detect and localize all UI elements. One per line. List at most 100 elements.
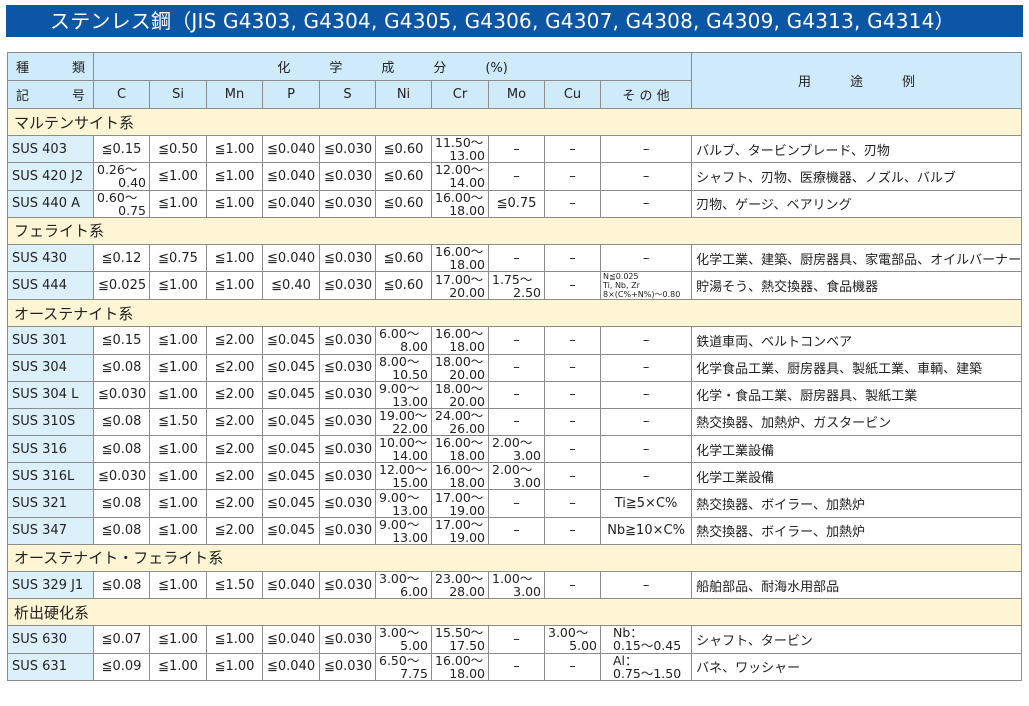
composition-value: ≦0.40	[262, 271, 320, 301]
range-value: 3.00〜 6.00	[375, 570, 432, 600]
range-max: 3.00	[513, 584, 541, 599]
steel-grade: SUS 420 J2	[7, 162, 94, 191]
steel-grade: SUS 440 A	[7, 189, 94, 218]
range-max: 0.75	[118, 202, 146, 218]
composition-value: ≦0.045	[262, 380, 320, 409]
range-max: 18.00	[449, 448, 485, 463]
range-max: 5.00	[569, 638, 597, 654]
use-example: 化学工業設備	[691, 435, 1022, 464]
composition-value: ≦1.00	[149, 462, 207, 491]
composition-value: ≦0.030	[319, 162, 376, 191]
composition-value: ≦0.030	[319, 380, 376, 409]
range-max: 19.00	[449, 502, 485, 518]
other-line: Ti, Nb, Zr	[603, 281, 640, 291]
composition-value: ≦1.00	[149, 380, 207, 409]
other-elements: –	[599, 353, 693, 382]
steel-grade: SUS 301	[7, 326, 94, 355]
composition-value: ≦0.08	[93, 435, 150, 464]
composition-value: ≦0.60	[375, 189, 432, 218]
composition-value: ≦1.00	[206, 189, 263, 218]
steel-grade: SUS 430	[7, 243, 94, 273]
group-label: オーステナイト・フェライト系	[7, 543, 1022, 573]
group-label: 析出硬化系	[7, 598, 1022, 627]
range-value: 1.75〜 2.50	[488, 271, 545, 301]
range-min: 9.00〜	[379, 381, 420, 396]
range-min: 16.00〜	[435, 326, 484, 342]
composition-value: ≦0.030	[319, 516, 376, 545]
table-row: SUS 347 ≦0.08 ≦1.00 ≦2.00 ≦0.045 ≦0.030 9.00〜 1…	[7, 516, 1022, 545]
use-example: 熱交換器、ボイラー、加熱炉	[691, 516, 1022, 545]
composition-value: ≦2.00	[206, 489, 263, 518]
composition-value: –	[488, 625, 545, 654]
composition-value: ≦0.045	[262, 435, 320, 464]
use-example: 熱交換器、加熱炉、ガスタービン	[691, 407, 1022, 437]
table-row: SUS 304 L ≦0.030 ≦1.00 ≦2.00 ≦0.045 ≦0.030 9.0…	[7, 380, 1022, 409]
composition-value: ≦0.030	[319, 353, 376, 382]
other-line: 0.15〜0.45	[613, 638, 682, 654]
header-row-2: 記号 C Si Mn P S Ni Cr Mo Cu そ の 他	[7, 80, 1022, 109]
range-max: 18.00	[449, 202, 485, 218]
range-min: 8.00〜	[379, 354, 420, 369]
range-max: 20.00	[449, 393, 485, 409]
composition-value: –	[488, 326, 545, 355]
other-elements: –	[599, 135, 693, 164]
composition-value: ≦0.15	[93, 135, 150, 164]
range-max: 13.00	[392, 529, 428, 545]
use-example: シャフト、タービン	[691, 625, 1022, 654]
composition-value: ≦0.08	[93, 570, 150, 600]
composition-value: ≦0.045	[262, 326, 320, 355]
composition-value: ≦1.00	[149, 652, 207, 681]
composition-value: –	[488, 243, 545, 273]
range-min: 17.00〜	[435, 489, 484, 505]
range-max: 2.50	[513, 284, 541, 300]
steel-grade: SUS 310S	[7, 407, 94, 437]
other-elements: –	[599, 570, 693, 600]
composition-value: –	[488, 135, 545, 164]
composition-value: –	[544, 570, 601, 600]
table-row: SUS 403 ≦0.15 ≦0.50 ≦1.00 ≦0.040 ≦0.030 ≦0.60 1…	[7, 135, 1022, 164]
steel-grade: SUS 329 J1	[7, 570, 94, 600]
range-value: 12.00〜 15.00	[375, 462, 432, 491]
range-value: 16.00〜 18.00	[431, 243, 489, 273]
use-example: シャフト、刃物、医療機器、ノズル、バルブ	[691, 162, 1022, 191]
header-element: Cr	[431, 80, 489, 109]
header-element: Mo	[488, 80, 545, 109]
table-row: SUS 301 ≦0.15 ≦1.00 ≦2.00 ≦0.045 ≦0.030 6.00〜 8…	[7, 326, 1022, 355]
range-value: 9.00〜 13.00	[375, 489, 432, 518]
composition-value: –	[544, 380, 601, 409]
steel-grade: SUS 403	[7, 135, 94, 164]
composition-value: ≦1.00	[206, 135, 263, 164]
range-max: 14.00	[449, 175, 485, 191]
range-value: 16.00〜 18.00	[431, 189, 489, 218]
range-max: 28.00	[449, 584, 485, 599]
range-max: 19.00	[449, 529, 485, 545]
composition-value: ≦0.08	[93, 353, 150, 382]
range-max: 15.00	[392, 475, 428, 490]
range-max: 7.75	[400, 665, 428, 681]
range-value: 11.50〜 13.00	[431, 135, 489, 164]
range-min: 1.00〜	[492, 571, 533, 587]
range-value: 17.00〜 19.00	[431, 489, 489, 518]
other-line: 0.75〜1.50	[613, 665, 682, 681]
use-example: バネ、ワッシャー	[691, 652, 1022, 681]
range-value: 10.00〜 14.00	[375, 435, 432, 464]
composition-value: –	[488, 652, 545, 681]
table-row: SUS 430 ≦0.12 ≦0.75 ≦1.00 ≦0.040 ≦0.030 ≦0.60 1…	[7, 243, 1022, 273]
header-element: Ni	[375, 80, 432, 109]
range-max: 18.00	[449, 339, 485, 354]
range-value: 3.00〜 5.00	[544, 625, 601, 654]
range-min: 11.50〜	[435, 135, 484, 151]
range-min: 12.00〜	[435, 162, 484, 178]
steel-grade: SUS 304 L	[7, 380, 94, 409]
composition-value: ≦0.045	[262, 489, 320, 518]
group-row: オーステナイト系	[7, 299, 1022, 328]
other-elements: Nb≧10×C%	[599, 516, 693, 545]
table-row: SUS 329 J1 ≦0.08 ≦1.00 ≦1.50 ≦0.040 ≦0.030 3.0…	[7, 570, 1022, 600]
composition-value: ≦0.030	[319, 407, 376, 437]
other-elements: –	[599, 162, 693, 191]
composition-value: ≦0.040	[262, 162, 320, 191]
use-example: 熱交換器、ボイラー、加熱炉	[691, 489, 1022, 518]
range-min: 16.00〜	[435, 462, 484, 478]
steel-grade: SUS 304	[7, 353, 94, 382]
composition-value: ≦1.00	[206, 243, 263, 273]
